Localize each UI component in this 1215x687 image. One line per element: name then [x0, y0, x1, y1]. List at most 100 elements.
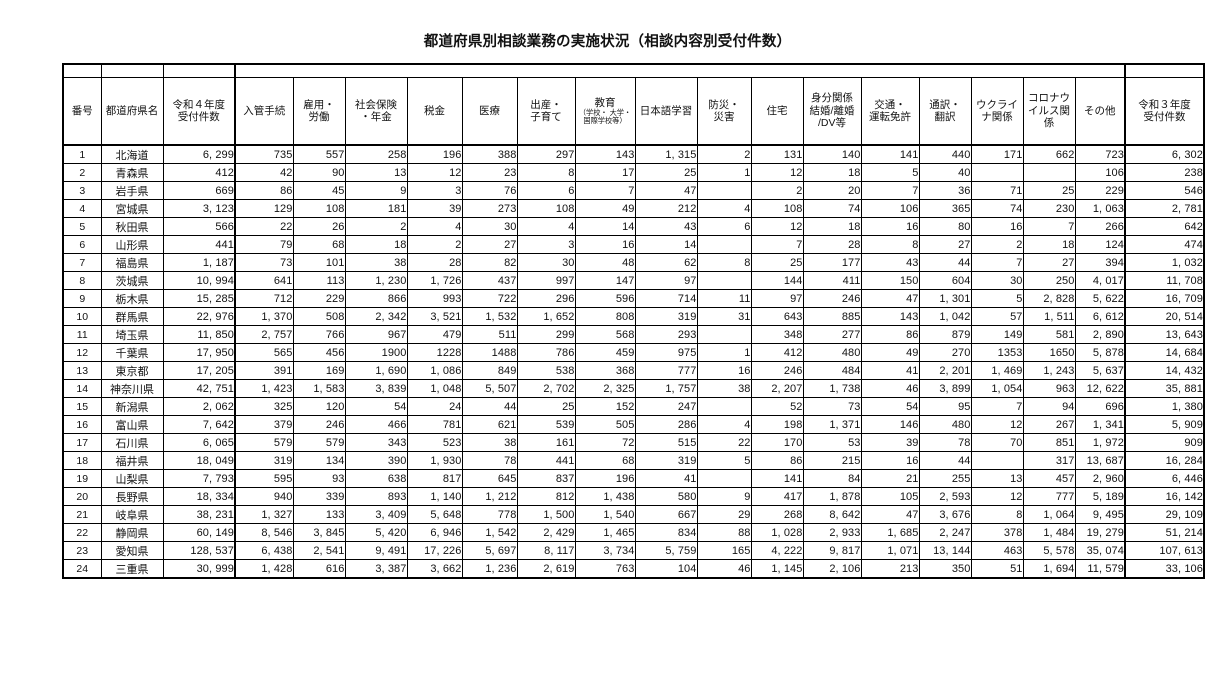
table-row: 3 岩手県 669 86 45 9 3 76 6 7 47 2 20 7 36 71 25 229 546: [62, 181, 1205, 200]
cell-category-value: 5, 878: [1074, 343, 1126, 362]
cell-category-value: 781: [406, 415, 463, 434]
cell-category-value: 35, 074: [1074, 541, 1126, 560]
cell-total-r3: 14, 684: [1124, 343, 1205, 362]
table-row: 22 静岡県 60, 149 8, 546 3, 845 5, 420 6, 946 1, 5…: [62, 523, 1205, 542]
cell-category-value: 441: [516, 451, 576, 470]
cell-category-value: 1, 315: [634, 144, 698, 164]
cell-category-value: 3, 409: [344, 505, 408, 524]
cell-category-value: [696, 469, 752, 488]
table-row: 6 山形県 441 79 68 18 2 27 3 16 14 7 28 8 27 2 18 124 474: [62, 235, 1205, 254]
cell-category-value: 714: [634, 289, 698, 308]
cell-category-value: 8, 546: [234, 523, 294, 542]
cell-category-value: 4: [696, 415, 752, 434]
cell-total-r3: 29, 109: [1124, 505, 1205, 524]
cell-category-value: 169: [292, 361, 346, 380]
cat-label-line2: 結婚/離婚 /DV等: [809, 104, 855, 130]
cell-category-value: 643: [750, 307, 804, 326]
cell-category-value: 997: [516, 271, 576, 290]
table-row: 8 茨城県 10, 994 641 113 1, 230 1, 726 437 997 147 97…: [62, 271, 1205, 290]
cell-category-value: 44: [918, 451, 972, 470]
cell-category-value: 24: [406, 397, 463, 416]
cell-total-r4: 1, 187: [162, 253, 236, 272]
cell-category-value: 18: [802, 163, 862, 182]
cell-category-value: 31: [696, 307, 752, 326]
cell-category-value: 246: [802, 289, 862, 308]
cell-total-r3: 546: [1124, 181, 1205, 200]
cell-category-value: [970, 451, 1024, 470]
cell-prefecture: 東京都: [100, 361, 164, 380]
cell-category-value: 1, 738: [802, 379, 862, 398]
header-category-japanese-study: 日本語学習: [634, 77, 698, 146]
cell-category-value: 3, 662: [406, 559, 463, 579]
cell-category-value: 2, 890: [1074, 325, 1126, 344]
cell-category-value: 97: [634, 271, 698, 290]
cell-category-value: 1, 878: [802, 487, 862, 506]
cell-category-value: 459: [574, 343, 636, 362]
cell-prefecture: 長野県: [100, 487, 164, 506]
cell-category-value: 993: [406, 289, 463, 308]
cell-index: 6: [62, 235, 102, 254]
cell-category-value: 39: [406, 199, 463, 218]
cell-category-value: 53: [802, 433, 862, 452]
cell-category-value: 270: [918, 343, 972, 362]
cell-category-value: 1, 140: [406, 487, 463, 506]
cell-category-value: 16: [860, 217, 920, 236]
header-category-immigration: 入管手続: [234, 77, 294, 146]
cell-category-value: 2: [406, 235, 463, 254]
cell-category-value: 13: [970, 469, 1024, 488]
cell-category-value: 812: [516, 487, 576, 506]
table-row: 17 石川県 6, 065 579 579 343 523 38 161 72 515 22 170 53…: [62, 433, 1205, 452]
cell-category-value: 5, 578: [1022, 541, 1076, 560]
cell-category-value: 68: [292, 235, 346, 254]
header-total-r3-line2: 受付件数: [1143, 111, 1186, 123]
cat-label-line3: 係: [1043, 117, 1055, 130]
cell-total-r4: 7, 642: [162, 415, 236, 434]
cell-category-value: 2, 342: [344, 307, 408, 326]
cell-prefecture: 岐阜県: [100, 505, 164, 524]
cell-total-r3: 11, 708: [1124, 271, 1205, 290]
cell-category-value: 70: [970, 433, 1024, 452]
cell-category-value: 1, 370: [234, 307, 294, 326]
cell-prefecture: 富山県: [100, 415, 164, 434]
header-total-r4-line2: 受付件数: [177, 111, 220, 123]
cell-category-value: 41: [634, 469, 698, 488]
cell-category-value: 48: [574, 253, 636, 272]
cell-category-value: 378: [970, 523, 1024, 542]
cell-category-value: 13, 144: [918, 541, 972, 560]
cell-prefecture: 新潟県: [100, 397, 164, 416]
cell-index: 11: [62, 325, 102, 344]
cell-category-value: 12: [970, 487, 1024, 506]
cell-category-value: 93: [292, 469, 346, 488]
cell-total-r4: 60, 149: [162, 523, 236, 542]
header-category-traffic-license: 交通・ 運転免許: [860, 77, 920, 146]
cell-category-value: 6, 438: [234, 541, 294, 560]
cell-category-value: 1, 540: [574, 505, 636, 524]
cell-category-value: 36: [918, 181, 972, 200]
header-category-childbirth: 出産・ 子育て: [516, 77, 576, 146]
cell-category-value: 2, 207: [750, 379, 804, 398]
cat-label-line1: 交通・: [874, 98, 906, 111]
cell-total-r4: 30, 999: [162, 559, 236, 579]
cell-category-value: 2: [970, 235, 1024, 254]
cell-category-value: [696, 325, 752, 344]
table-body: 1 北海道 6, 299 735 557 258 196 388 297 143 1, 315 2 13…: [62, 144, 1205, 579]
cell-category-value: [696, 397, 752, 416]
cell-category-value: 45: [292, 181, 346, 200]
cell-category-value: 38: [461, 433, 518, 452]
cell-category-value: 171: [970, 144, 1024, 164]
cell-category-value: 457: [1022, 469, 1076, 488]
cell-total-r3: 2, 781: [1124, 199, 1205, 218]
cell-category-value: 215: [802, 451, 862, 470]
cell-category-value: 68: [574, 451, 636, 470]
cell-category-value: 5, 759: [634, 541, 698, 560]
cell-category-value: 484: [802, 361, 862, 380]
cell-category-value: 849: [461, 361, 518, 380]
cell-category-value: 866: [344, 289, 408, 308]
cell-category-value: 13: [344, 163, 408, 182]
cell-category-value: 229: [292, 289, 346, 308]
cell-category-value: 1, 757: [634, 379, 698, 398]
cell-category-value: 2, 757: [234, 325, 294, 344]
cell-category-value: 350: [918, 559, 972, 579]
cell-category-value: 105: [860, 487, 920, 506]
cell-category-value: 16: [970, 217, 1024, 236]
